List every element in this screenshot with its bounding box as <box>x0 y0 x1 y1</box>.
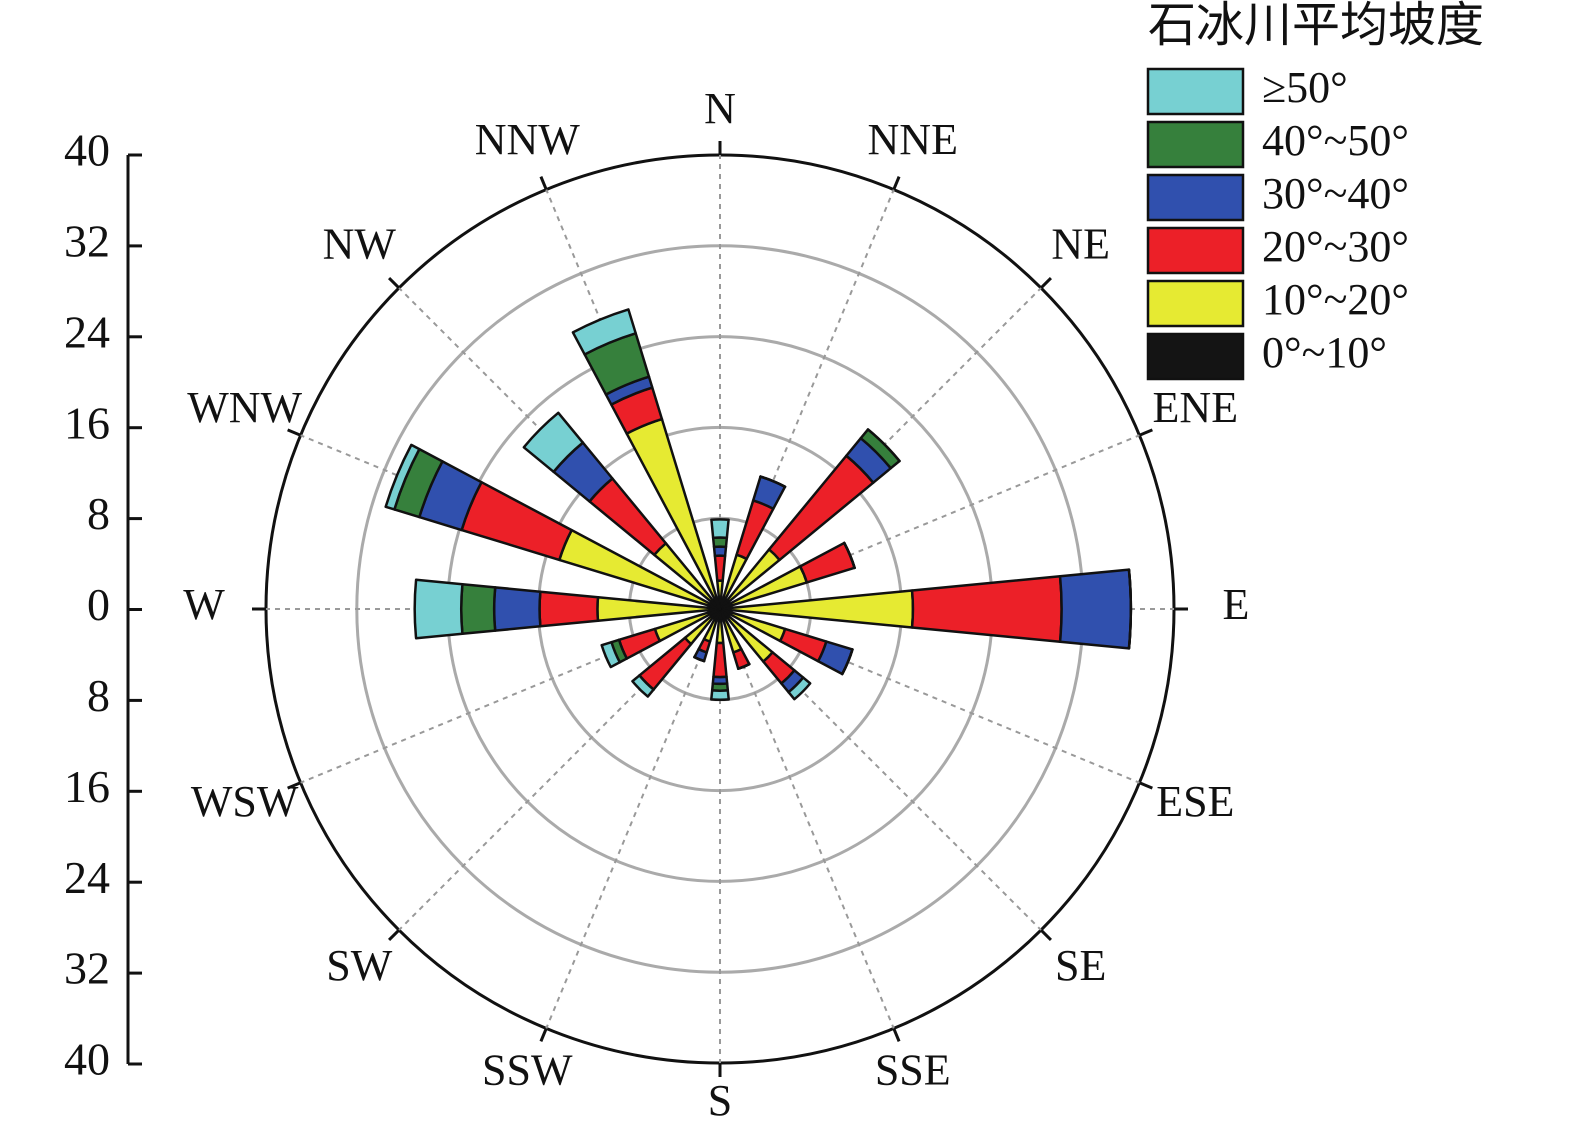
direction-label: ENE <box>1153 383 1239 432</box>
legend-swatch <box>1146 332 1245 381</box>
wedge <box>710 689 730 702</box>
y-tick-label: 40 <box>64 1034 110 1085</box>
y-tick-label: 0 <box>87 579 110 630</box>
wedge <box>910 575 1063 643</box>
wedge <box>712 545 728 558</box>
wedge <box>716 579 724 599</box>
direction-label: ESE <box>1156 777 1234 826</box>
legend-swatch <box>1146 173 1245 222</box>
wedge <box>459 582 497 636</box>
direction-tick <box>388 928 401 941</box>
direction-label: SW <box>326 941 392 990</box>
direction-tick <box>287 428 302 437</box>
wedge <box>538 590 600 628</box>
direction-label: S <box>708 1076 732 1125</box>
direction-tick <box>1039 928 1052 941</box>
legend-swatch <box>1146 120 1245 169</box>
direction-label: SSE <box>875 1045 951 1094</box>
direction-tick <box>539 1027 548 1042</box>
legend-label: 0°~10° <box>1262 328 1387 377</box>
wedge <box>571 308 637 356</box>
wedge <box>693 655 706 663</box>
y-tick-label: 24 <box>64 852 110 903</box>
wedge <box>767 454 875 562</box>
direction-label: NE <box>1051 219 1110 268</box>
legend-swatch <box>1146 279 1245 328</box>
y-tick-label: 40 <box>64 125 110 176</box>
direction-tick <box>1039 277 1052 290</box>
wedge <box>1058 568 1133 650</box>
direction-label: NNE <box>868 115 958 164</box>
wedge <box>710 518 730 540</box>
spoke <box>545 608 721 1029</box>
direction-label: WSW <box>191 777 299 826</box>
legend-swatch <box>1146 226 1245 275</box>
direction-tick <box>388 277 401 290</box>
legend-label: 10°~20° <box>1262 275 1409 324</box>
direction-label: N <box>704 84 736 133</box>
wedge <box>492 586 542 632</box>
y-tick-label: 16 <box>64 761 110 812</box>
wedge <box>787 676 812 701</box>
wedge <box>413 578 464 640</box>
wedge <box>737 662 751 670</box>
direction-tick <box>539 176 548 191</box>
legend-label: 20°~30° <box>1262 222 1409 271</box>
wedge <box>866 428 901 463</box>
wedge <box>713 554 727 583</box>
direction-label: E <box>1223 580 1250 629</box>
y-tick-label: 8 <box>87 670 110 721</box>
legend-swatch <box>1146 67 1245 116</box>
y-tick-label: 32 <box>64 215 110 266</box>
wedge <box>600 640 622 669</box>
wedge <box>631 674 655 698</box>
wedge <box>712 641 728 679</box>
legend-label: 40°~50° <box>1262 116 1409 165</box>
wedge <box>384 443 421 511</box>
direction-tick <box>1138 428 1153 437</box>
spoke <box>719 608 895 1029</box>
direction-tick <box>892 176 901 191</box>
direction-label: NW <box>323 219 397 268</box>
y-tick-label: 32 <box>64 943 110 994</box>
direction-label: W <box>183 580 225 629</box>
direction-tick <box>1138 781 1153 790</box>
direction-label: SE <box>1055 941 1106 990</box>
wedge <box>460 480 573 562</box>
wedge <box>759 475 787 488</box>
direction-label: NNW <box>475 115 581 164</box>
wedge <box>843 541 856 570</box>
wedge <box>841 648 854 676</box>
y-tick-label: 24 <box>64 306 110 357</box>
direction-label: SSW <box>482 1045 573 1094</box>
legend-label: 30°~40° <box>1262 169 1409 218</box>
y-tick-label: 16 <box>64 397 110 448</box>
wedge <box>522 411 585 474</box>
wedge <box>1127 568 1133 650</box>
legend-label: ≥50° <box>1262 63 1348 112</box>
legend-title: 石冰川平均坡度 <box>1148 0 1484 52</box>
direction-label: WNW <box>187 383 302 432</box>
direction-tick <box>892 1027 901 1042</box>
wedge <box>715 619 725 645</box>
direction-tick <box>287 781 302 790</box>
y-tick-label: 8 <box>87 488 110 539</box>
